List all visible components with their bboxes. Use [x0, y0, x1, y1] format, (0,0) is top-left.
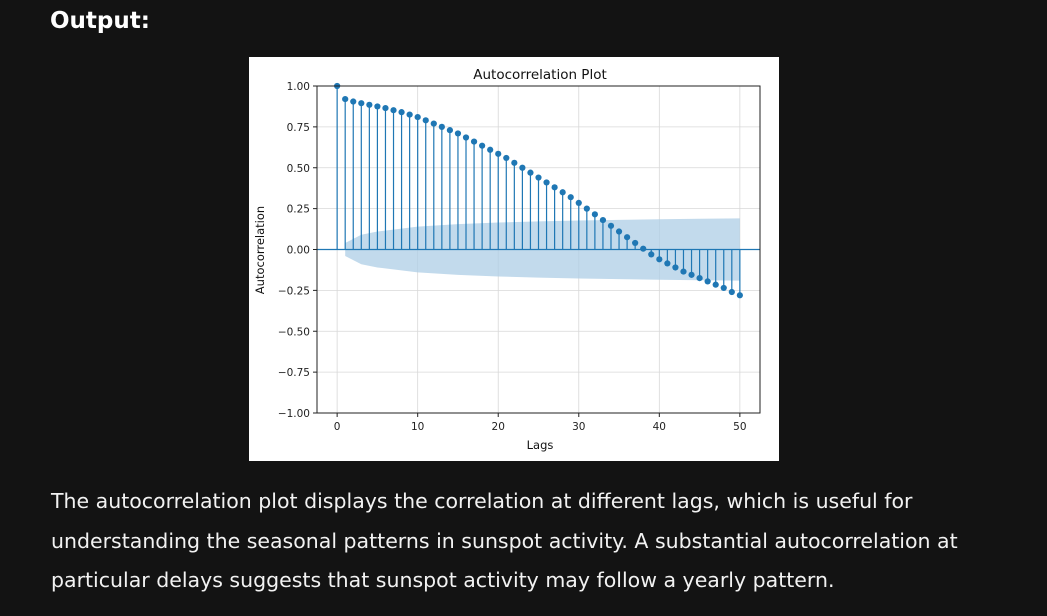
points-layer [334, 82, 743, 299]
x-axis-label: Lags [527, 438, 554, 452]
x-tick-label: 10 [411, 421, 424, 433]
y-axis-label: Autocorrelation [253, 206, 267, 294]
acf-point [615, 228, 623, 235]
acf-point [398, 109, 405, 116]
acf-point [664, 260, 671, 267]
acf-point [519, 164, 526, 171]
chart-title: Autocorrelation Plot [473, 67, 607, 83]
acf-point [422, 117, 429, 124]
y-tick-label: 0.25 [287, 204, 310, 216]
acf-point [680, 268, 687, 275]
acf-point [559, 189, 566, 196]
acf-point [704, 278, 711, 285]
acf-point [414, 113, 421, 121]
y-tick-label: −0.75 [278, 367, 310, 379]
acf-point [583, 205, 590, 212]
acf-point [511, 159, 518, 166]
acf-point [462, 134, 470, 141]
acf-point [366, 101, 373, 108]
y-tick-label: 0.75 [287, 122, 310, 134]
acf-point [446, 127, 453, 134]
acf-point [390, 107, 397, 114]
acf-point [688, 271, 695, 278]
y-tick-label: −1.00 [278, 408, 310, 420]
acf-point [438, 123, 445, 130]
acf-point [350, 98, 357, 105]
acf-point [495, 150, 502, 157]
acf-point [624, 234, 631, 241]
caption-paragraph: The autocorrelation plot displays the co… [51, 489, 958, 592]
autocorrelation-chart: 1.00 0.75 0.50 0.25 0.00 −0.25 −0.50 −0.75 −1.00… [253, 67, 761, 452]
acf-point [454, 130, 462, 137]
y-tick-label: −0.25 [278, 285, 310, 297]
acf-point [591, 211, 598, 218]
acf-point [358, 100, 365, 107]
acf-point [470, 138, 478, 145]
acf-point [382, 104, 389, 112]
acf-point [728, 288, 735, 296]
acf-point [648, 251, 655, 258]
acf-point [527, 169, 534, 176]
acf-point [406, 111, 413, 118]
acf-point [575, 199, 582, 207]
ticks-layer: 1.00 0.75 0.50 0.25 0.00 −0.25 −0.50 −0.75 −1.00… [278, 81, 747, 433]
y-tick-label: −0.50 [278, 326, 310, 338]
acf-point [599, 216, 607, 224]
acf-point [535, 174, 542, 181]
acf-point [607, 222, 615, 229]
acf-point [430, 120, 437, 127]
x-tick-label: 20 [492, 421, 505, 433]
acf-point [567, 194, 574, 201]
acf-point [672, 264, 679, 271]
y-tick-label: 1.00 [287, 81, 310, 93]
acf-point [632, 239, 639, 247]
acf-point [640, 245, 647, 252]
acf-point [736, 292, 743, 299]
acf-point [720, 284, 727, 292]
x-tick-label: 0 [334, 421, 341, 433]
acf-point [543, 179, 550, 186]
autocorrelation-figure: 1.00 0.75 0.50 0.25 0.00 −0.25 −0.50 −0.75 −1.00… [249, 57, 779, 461]
acf-point [342, 95, 349, 103]
output-heading: Output: [50, 8, 150, 34]
x-tick-label: 50 [733, 421, 746, 433]
stems-layer [336, 86, 741, 296]
y-tick-label: 0.00 [287, 245, 310, 257]
acf-point [503, 154, 510, 162]
acf-point [487, 146, 494, 153]
acf-point [374, 103, 381, 110]
acf-point [696, 275, 703, 282]
acf-point [656, 256, 663, 263]
y-tick-label: 0.50 [287, 163, 310, 175]
x-tick-label: 40 [653, 421, 666, 433]
acf-point [479, 142, 486, 149]
acf-point [551, 184, 558, 191]
acf-point [712, 281, 719, 288]
x-tick-label: 30 [572, 421, 585, 433]
